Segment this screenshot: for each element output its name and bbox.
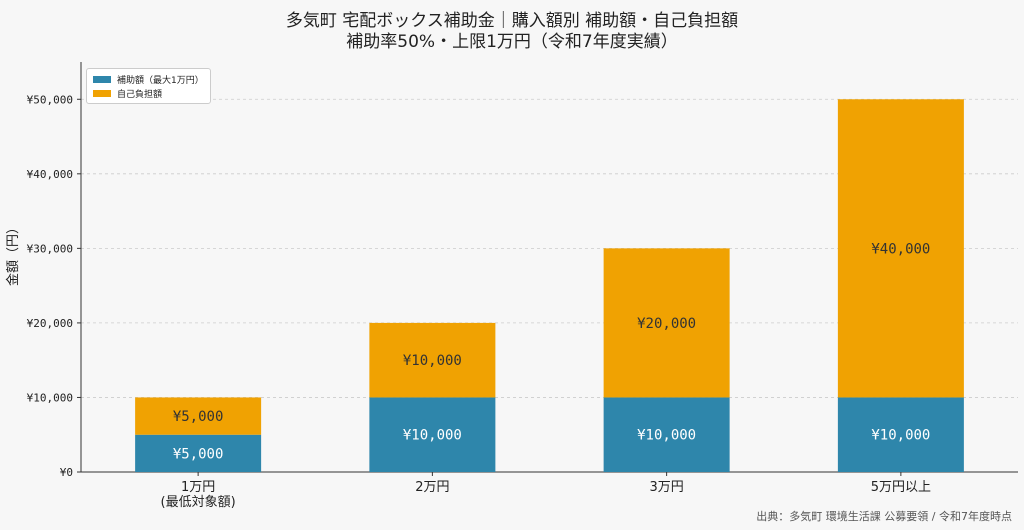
- x-tick-label: (最低対象額): [161, 495, 236, 510]
- y-tick-label: ¥10,000: [27, 391, 73, 404]
- data-label-self-pay: ¥20,000: [637, 316, 696, 332]
- legend: 補助額（最大1万円） 自己負担額: [86, 68, 211, 104]
- bar-self-pay: [135, 397, 262, 435]
- data-label-subsidy: ¥10,000: [403, 428, 462, 444]
- y-tick-label: ¥20,000: [27, 317, 73, 330]
- x-tick-label: 5万円以上: [871, 480, 931, 495]
- data-label-subsidy: ¥10,000: [637, 428, 696, 444]
- legend-label-subsidy: 補助額（最大1万円）: [117, 75, 204, 86]
- bar-subsidy: [135, 434, 262, 472]
- data-label-self-pay: ¥5,000: [173, 409, 224, 425]
- data-label-subsidy: ¥5,000: [173, 446, 224, 462]
- x-tick-label: 2万円: [415, 480, 449, 495]
- x-tick-label: 1万円: [181, 480, 215, 495]
- bar-self-pay: [603, 248, 730, 398]
- legend-swatch-self-pay: [93, 89, 111, 97]
- x-tick-label: 3万円: [649, 480, 683, 495]
- bar-subsidy: [603, 397, 730, 472]
- y-tick-label: ¥0: [60, 466, 73, 479]
- legend-item-self-pay: 自己負担額: [93, 86, 204, 100]
- bar-subsidy: [837, 397, 964, 472]
- data-label-self-pay: ¥10,000: [403, 353, 462, 369]
- legend-swatch-subsidy: [93, 75, 111, 83]
- data-label-self-pay: ¥40,000: [871, 241, 930, 257]
- y-tick-label: ¥50,000: [27, 93, 73, 106]
- chart-title: 多気町 宅配ボックス補助金｜購入額別 補助額・自己負担額: [285, 11, 739, 31]
- source-note: 出典：多気町 環境生活課 公募要領 / 令和7年度時点: [756, 510, 1012, 523]
- y-tick-label: ¥30,000: [27, 242, 73, 255]
- legend-label-self-pay: 自己負担額: [117, 89, 163, 100]
- bar-subsidy: [369, 397, 496, 472]
- y-tick-label: ¥40,000: [27, 168, 73, 181]
- legend-item-subsidy: 補助額（最大1万円）: [93, 72, 204, 86]
- bar-self-pay: [837, 99, 964, 398]
- data-label-subsidy: ¥10,000: [871, 428, 930, 444]
- bar-self-pay: [369, 322, 496, 398]
- chart-subtitle: 補助率50%・上限1万円（令和7年度実績）: [346, 32, 678, 52]
